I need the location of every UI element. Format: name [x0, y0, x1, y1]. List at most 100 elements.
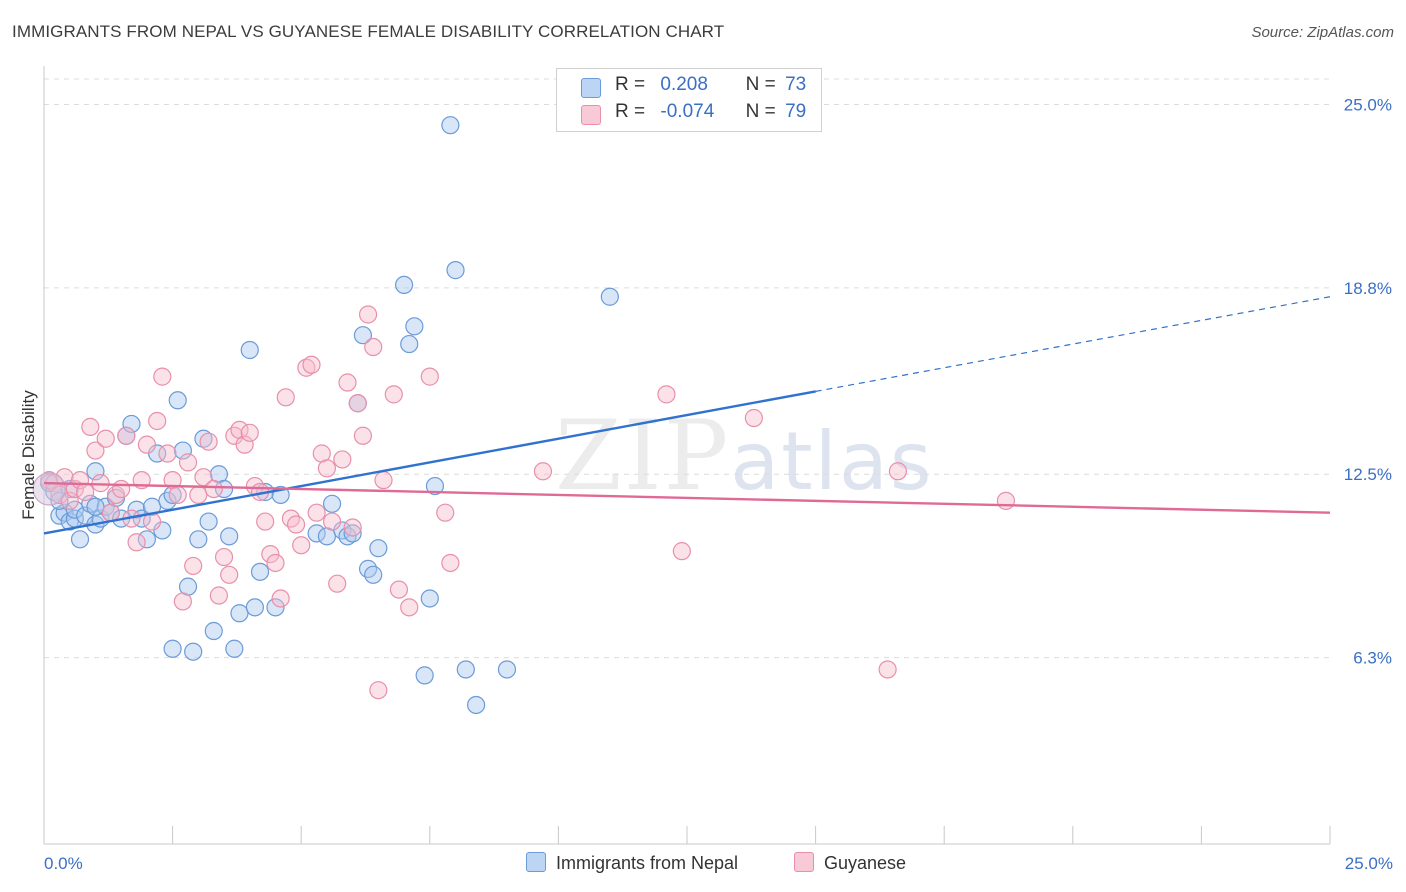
guyanese-point	[672, 542, 691, 561]
nepal-point	[70, 530, 90, 549]
guyanese-point	[112, 479, 131, 499]
nepal-point	[420, 589, 439, 608]
guyanese-point	[158, 444, 177, 463]
guyanese-point	[96, 429, 115, 448]
guyanese-point	[168, 485, 187, 505]
nepal-point	[466, 695, 486, 715]
legend-r-value-nepal: 0.208	[660, 74, 708, 95]
guyanese-point	[281, 509, 301, 528]
guyanese-point	[292, 536, 311, 555]
legend-n-value-guyanese: 79	[785, 101, 807, 122]
guyanese-point	[389, 580, 409, 599]
guyanese-point	[374, 471, 393, 490]
guyanese-point	[878, 660, 897, 679]
nepal-point	[86, 497, 105, 516]
guyanese-point	[178, 453, 198, 472]
guyanese-point	[256, 512, 275, 531]
y-axis-label: Female Disability	[19, 390, 38, 520]
nepal-point	[214, 479, 234, 499]
nepal-point	[168, 391, 187, 410]
guyanese-point	[533, 462, 553, 481]
nepal-point	[225, 639, 244, 658]
guyanese-point	[358, 305, 378, 324]
nepal-point	[204, 621, 223, 641]
nepal-point	[245, 598, 265, 617]
legend-r-label: R =	[615, 74, 646, 95]
guyanese-point	[353, 426, 373, 445]
guyanese-trend-line	[43, 481, 1331, 514]
correlation-legend: R = 0.208 N = 73 R = -0.074 N = 79	[556, 68, 822, 132]
nepal-trend-line	[43, 390, 816, 535]
axes	[43, 66, 1331, 845]
guyanese-point	[199, 432, 218, 451]
legend-r-value-guyanese: -0.074	[660, 101, 715, 122]
guyanese-point	[106, 485, 126, 505]
guyanese-point	[369, 681, 388, 700]
guyanese-point	[297, 358, 316, 377]
watermark-atlas: atlas	[730, 415, 934, 508]
watermark-zip: ZIP	[555, 400, 731, 512]
guyanese-point	[184, 556, 203, 576]
y-tick-label: 25.0%	[1344, 95, 1392, 114]
nepal-point	[220, 527, 239, 546]
guyanese-point	[996, 491, 1016, 510]
nepal-point	[142, 497, 162, 516]
nepal-point	[199, 512, 218, 531]
nepal-point	[194, 429, 213, 448]
guyanese-point	[271, 589, 290, 608]
guyanese-point	[333, 450, 352, 469]
nepal-point	[86, 462, 105, 481]
nepal-point	[456, 660, 475, 679]
nepal-point	[184, 642, 203, 661]
nepal-point	[230, 604, 249, 623]
guyanese-point	[209, 586, 228, 605]
guyanese-point	[266, 553, 285, 573]
legend-n-label: N =	[745, 101, 776, 122]
guyanese-point	[657, 385, 676, 404]
nepal-point	[173, 441, 192, 460]
legend-r-label: R =	[615, 101, 646, 122]
nepal-points	[40, 116, 619, 715]
nepal-point	[250, 562, 270, 581]
nepal-point	[441, 116, 460, 135]
legend-n-label: N =	[745, 74, 776, 95]
nepal-point	[50, 506, 69, 525]
guyanese-point	[420, 367, 439, 386]
series-legend: Immigrants from Nepal Guyanese	[0, 852, 1406, 878]
nepal-point	[163, 639, 182, 658]
guyanese-point	[400, 598, 419, 617]
guyanese-point	[328, 574, 347, 593]
guyanese-point	[204, 479, 223, 499]
nepal-point	[600, 287, 619, 306]
nepal-point	[189, 530, 208, 549]
nepal-point	[240, 340, 259, 360]
source-label: Source: ZipAtlas.com	[1251, 24, 1394, 41]
nepal-point	[266, 598, 285, 617]
guyanese-swatch	[794, 852, 814, 872]
legend-item-guyanese: Guyanese	[794, 852, 906, 874]
guyanese-point	[364, 337, 383, 357]
guyanese-point	[441, 553, 460, 573]
guyanese-point	[81, 417, 100, 436]
nepal-trend-extension	[815, 296, 1331, 392]
nepal-point	[415, 666, 434, 685]
cluster-point	[32, 472, 66, 506]
nepal-point	[60, 512, 79, 531]
nepal-point	[394, 275, 414, 295]
guyanese-point	[189, 485, 208, 505]
nepal-point	[353, 326, 373, 345]
nepal-point	[446, 261, 465, 280]
guyanese-point	[322, 512, 342, 531]
guyanese-point	[744, 408, 763, 428]
guyanese-point	[348, 394, 367, 413]
guyanese-swatch	[581, 105, 601, 125]
guyanese-point	[286, 515, 306, 534]
guyanese-point	[240, 423, 259, 442]
nepal-point	[65, 500, 84, 519]
legend-label-nepal: Immigrants from Nepal	[556, 853, 739, 873]
chart-title: IMMIGRANTS FROM NEPAL VS GUYANESE FEMALE…	[12, 22, 725, 41]
nepal-point	[405, 317, 424, 336]
guyanese-point	[220, 565, 239, 584]
guyanese-point	[76, 482, 95, 502]
